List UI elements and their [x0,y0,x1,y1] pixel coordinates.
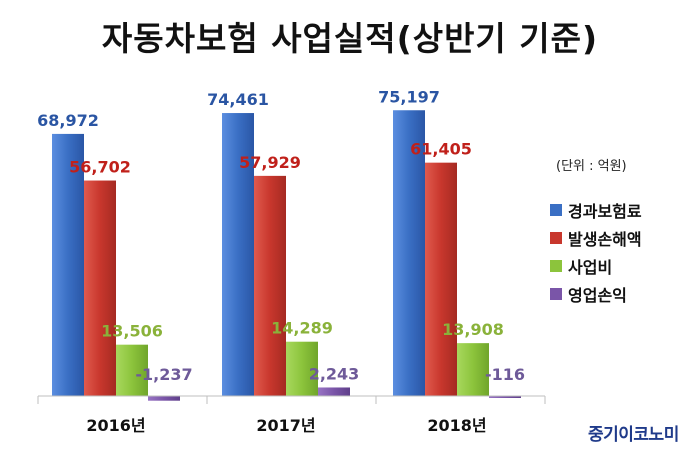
bar [52,133,84,396]
legend-swatch [550,232,562,244]
legend-swatch [550,288,562,300]
legend-item: 경과보험료 [550,198,642,222]
bar [457,343,489,396]
bar [425,162,457,396]
legend-item: 발생손해액 [550,226,642,250]
bar [84,180,116,396]
data-label: 14,289 [271,319,333,338]
data-label: 57,929 [239,153,301,172]
legend-label: 사업비 [568,258,613,277]
bar [254,175,286,396]
bar [148,396,180,401]
legend-item: 영업손익 [550,282,642,306]
data-label: 68,972 [37,111,99,130]
bar [489,396,521,398]
bar [116,344,148,396]
bar [318,387,350,396]
legend-swatch [550,260,562,272]
data-label: 13,506 [101,322,163,341]
bar [222,113,254,396]
chart-title: 자동차보험 사업실적(상반기 기준) [101,19,599,58]
legend: 경과보험료 발생손해액 사업비 영업손익 [550,198,642,310]
legend-swatch [550,204,562,216]
source-logo: 중기이코노미 [588,425,679,445]
x-tick-label: 2017년 [256,416,315,435]
bar [286,341,318,396]
unit-note: (단위 : 억원) [556,159,627,174]
legend-label: 발생손해액 [568,230,642,249]
legend-label: 영업손익 [568,286,627,305]
data-label: 13,908 [442,320,504,339]
data-label: -116 [485,365,525,384]
data-label: 2,243 [309,364,360,383]
bar [393,110,425,396]
data-label: 56,702 [69,158,131,177]
data-label: 61,405 [410,140,472,159]
data-label: 74,461 [207,90,269,109]
data-label: -1,237 [135,365,192,384]
x-tick-label: 2018년 [427,416,486,435]
data-label: 75,197 [378,87,440,106]
legend-item: 사업비 [550,254,642,278]
legend-label: 경과보험료 [568,202,642,221]
x-tick-label: 2016년 [86,416,145,435]
